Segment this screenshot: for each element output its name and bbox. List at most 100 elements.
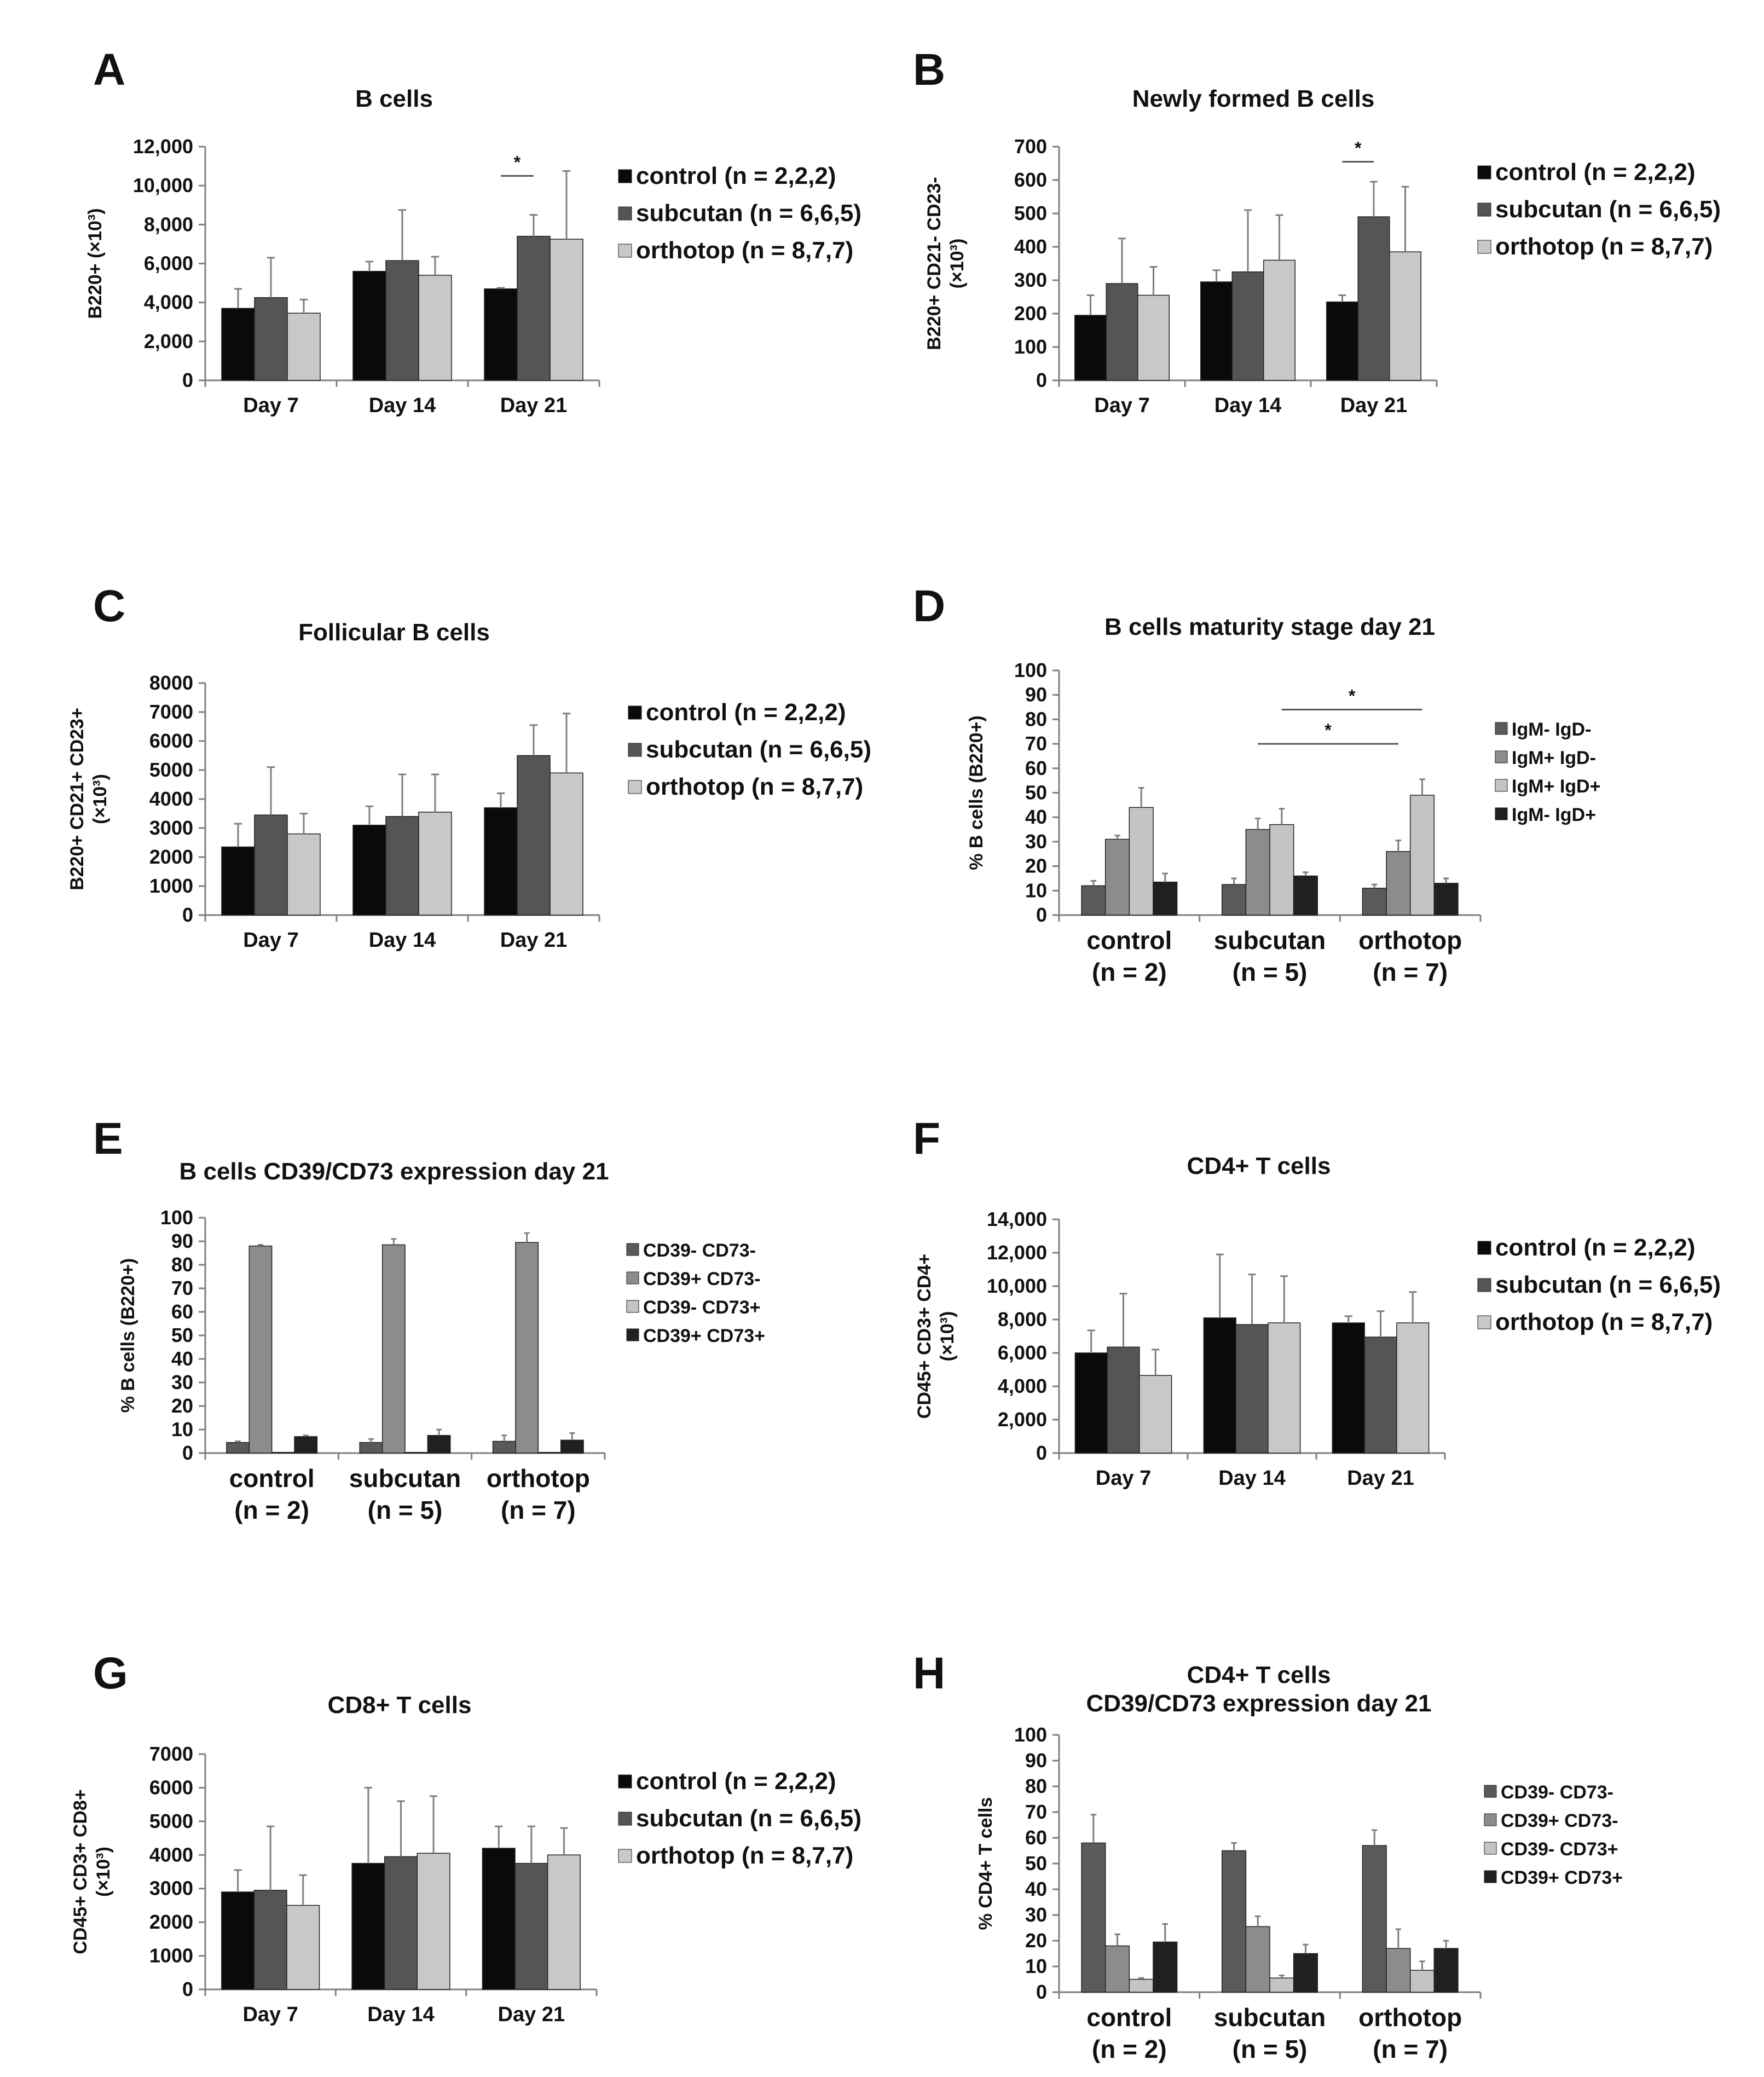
y-tick-label: 0 <box>1036 1442 1047 1464</box>
bar <box>418 812 452 916</box>
y-axis-label: (×10³) <box>90 774 111 824</box>
bar <box>1153 881 1178 916</box>
y-tick-label: 4000 <box>149 1843 193 1866</box>
bar <box>1107 1346 1140 1454</box>
bar <box>1293 875 1318 916</box>
bar <box>1268 1322 1301 1454</box>
bar <box>482 1848 516 1990</box>
x-tick-label: control <box>229 1464 315 1492</box>
x-tick-label: Day 7 <box>242 2003 298 2026</box>
bar <box>1106 283 1138 381</box>
bar <box>1074 315 1107 381</box>
y-tick-label: 4000 <box>149 788 193 810</box>
y-tick-label: 600 <box>1014 169 1047 191</box>
legend-label: IgM- IgD+ <box>1512 805 1596 825</box>
chart-title: Follicular B cells <box>298 619 490 646</box>
bar <box>550 239 583 381</box>
y-tick-label: 7000 <box>149 1743 193 1765</box>
legend-label: orthotop (n = 8,7,7) <box>1495 1309 1713 1335</box>
legend-label: CD39- CD73- <box>1501 1782 1613 1803</box>
legend-label: control (n = 2,2,2) <box>1495 1234 1696 1261</box>
x-tick-label: orthotop <box>1358 2003 1462 2032</box>
bar <box>385 260 419 381</box>
panel-b: B Newly formed B cells B220+ CD21- CD23- (×… <box>913 45 1721 417</box>
y-tick-label: 6000 <box>149 1776 193 1798</box>
bar <box>1357 216 1390 381</box>
legend-swatch <box>628 743 642 757</box>
bar <box>1235 1324 1269 1454</box>
x-tick-label: subcutan <box>1214 2003 1326 2032</box>
y-tick-label: 3000 <box>149 817 193 839</box>
panel-c: C Follicular B cells B220+ CD21+ CD23+ (×10… <box>67 581 871 952</box>
y-tick-label: 0 <box>182 1978 193 2000</box>
legend-label: control (n = 2,2,2) <box>636 163 836 189</box>
y-axis-label: B220+ CD21- CD23- <box>924 177 945 350</box>
panel-e: E B cells CD39/CD73 expression day 21 % B … <box>93 1114 765 1524</box>
bar <box>1221 1850 1247 1993</box>
y-tick-label: 7000 <box>149 701 193 723</box>
x-tick-label: (n = 2) <box>1092 2035 1167 2063</box>
y-tick-label: 8,000 <box>998 1308 1047 1330</box>
x-tick-label: Day 21 <box>498 2003 565 2026</box>
y-tick-label: 90 <box>171 1230 193 1252</box>
y-tick-label: 60 <box>1025 757 1047 779</box>
y-axis-label: % B cells (B220+) <box>966 715 987 870</box>
bar <box>1081 885 1106 916</box>
legend-swatch <box>628 705 642 720</box>
y-tick-label: 8,000 <box>144 213 193 235</box>
y-tick-label: 1000 <box>149 875 193 897</box>
y-tick-label: 100 <box>1014 1723 1047 1746</box>
x-tick-label: Day 14 <box>1214 394 1282 417</box>
x-tick-label: subcutan <box>1214 926 1326 954</box>
bar <box>517 235 551 381</box>
panel-d: D B cells maturity stage day 21 % B cells … <box>913 581 1600 986</box>
significance-label: * <box>514 152 521 172</box>
legend-swatch <box>628 780 642 794</box>
bar <box>1129 1978 1154 1993</box>
bar <box>1139 1375 1172 1454</box>
bar <box>517 755 551 916</box>
panel-letter: E <box>93 1114 123 1164</box>
y-tick-label: 70 <box>171 1277 193 1299</box>
bar <box>1231 271 1264 381</box>
bar <box>1081 1842 1106 1993</box>
legend-swatch <box>618 206 632 221</box>
y-tick-label: 20 <box>1025 855 1047 877</box>
y-tick-label: 14,000 <box>987 1208 1047 1230</box>
y-tick-label: 30 <box>1025 830 1047 853</box>
legend-label: CD39- CD73- <box>643 1240 756 1261</box>
bar <box>352 270 386 381</box>
bar <box>550 772 583 916</box>
bar <box>484 807 518 916</box>
bar <box>1221 884 1247 916</box>
x-tick-label: (n = 7) <box>1373 2035 1448 2063</box>
x-tick-label: control <box>1086 926 1172 954</box>
bar <box>1245 1926 1270 1993</box>
bar <box>1129 807 1154 916</box>
bar <box>1104 1945 1130 1993</box>
legend-swatch <box>1495 807 1508 820</box>
panel-letter: A <box>93 45 125 95</box>
bar <box>418 275 452 381</box>
y-tick-label: 80 <box>1025 1775 1047 1797</box>
y-tick-label: 0 <box>182 369 193 391</box>
y-tick-label: 8000 <box>149 672 193 694</box>
y-tick-label: 60 <box>171 1300 193 1323</box>
x-tick-label: (n = 7) <box>501 1496 576 1524</box>
chart-title: CD8+ T cells <box>328 1692 472 1719</box>
x-tick-label: Day 14 <box>1218 1467 1286 1490</box>
y-tick-label: 2000 <box>149 846 193 868</box>
x-tick-label: Day 21 <box>1347 1467 1414 1490</box>
y-tick-label: 10 <box>171 1418 193 1440</box>
y-tick-label: 20 <box>1025 1929 1047 1952</box>
bar <box>226 1442 250 1454</box>
x-tick-label: Day 21 <box>500 929 568 952</box>
legend-label: orthotop (n = 8,7,7) <box>646 773 863 800</box>
legend-swatch <box>1495 750 1508 763</box>
legend-swatch <box>626 1328 639 1341</box>
legend-label: CD39+ CD73+ <box>1501 1867 1623 1888</box>
bar <box>1332 1322 1365 1454</box>
bar <box>1269 1977 1294 1993</box>
y-axis-label: % CD4+ T cells <box>975 1797 996 1930</box>
